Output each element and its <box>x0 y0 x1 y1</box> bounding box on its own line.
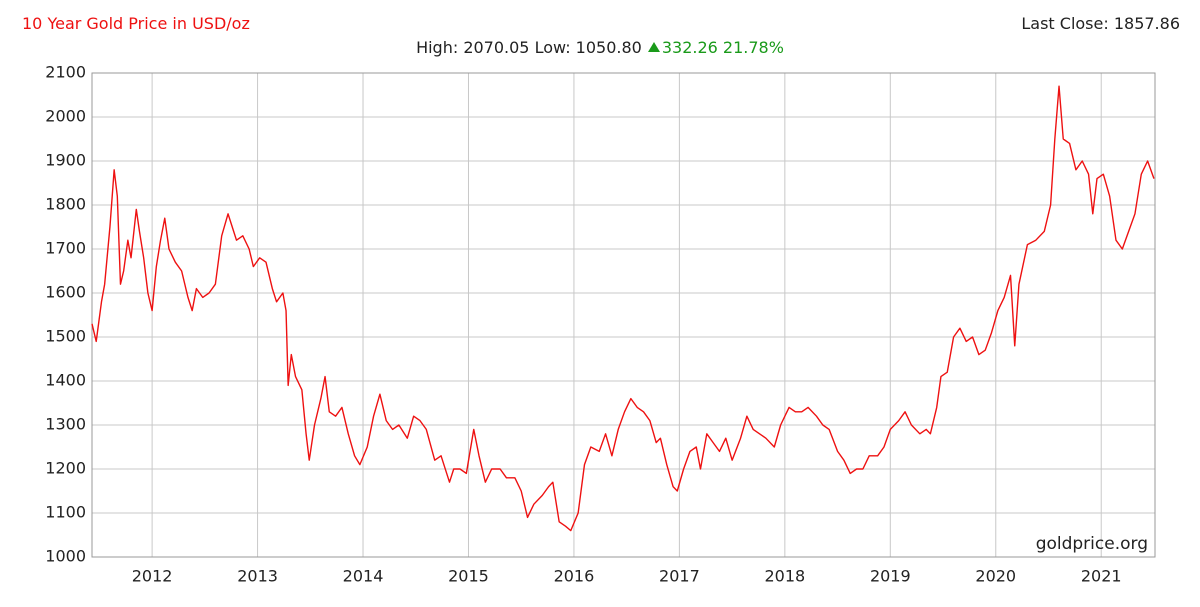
x-tick-label: 2016 <box>554 567 595 586</box>
y-tick-label: 1700 <box>45 239 86 258</box>
y-tick-label: 1800 <box>45 195 86 214</box>
last-close: Last Close: 1857.86 <box>1021 14 1180 33</box>
x-tick-label: 2018 <box>764 567 805 586</box>
y-tick-label: 1900 <box>45 151 86 170</box>
y-tick-label: 1400 <box>45 371 86 390</box>
change: 332.26 21.78% <box>661 38 784 57</box>
y-tick-label: 1000 <box>45 547 86 566</box>
x-tick-label: 2021 <box>1081 567 1122 586</box>
x-tick-label: 2012 <box>132 567 173 586</box>
subtitle: High: 2070.05 Low: 1050.80 <box>416 38 642 57</box>
y-tick-label: 1500 <box>45 327 86 346</box>
subtitle-row: High: 2070.05 Low: 1050.80 332.26 21.78% <box>0 38 1200 57</box>
x-tick-label: 2017 <box>659 567 700 586</box>
y-tick-label: 2100 <box>45 63 86 82</box>
x-tick-label: 2020 <box>975 567 1016 586</box>
y-tick-label: 2000 <box>45 107 86 126</box>
x-tick-label: 2019 <box>870 567 911 586</box>
y-tick-label: 1100 <box>45 503 86 522</box>
watermark: goldprice.org <box>1036 534 1148 554</box>
chart-title: 10 Year Gold Price in USD/oz <box>22 14 250 33</box>
x-tick-label: 2015 <box>448 567 489 586</box>
y-tick-label: 1200 <box>45 459 86 478</box>
plot-frame <box>91 72 1156 558</box>
price-line <box>91 85 1155 532</box>
x-tick-label: 2013 <box>237 567 278 586</box>
up-arrow <box>647 42 660 52</box>
y-tick-label: 1600 <box>45 283 86 302</box>
y-tick-label: 1300 <box>45 415 86 434</box>
x-tick-label: 2014 <box>343 567 384 586</box>
